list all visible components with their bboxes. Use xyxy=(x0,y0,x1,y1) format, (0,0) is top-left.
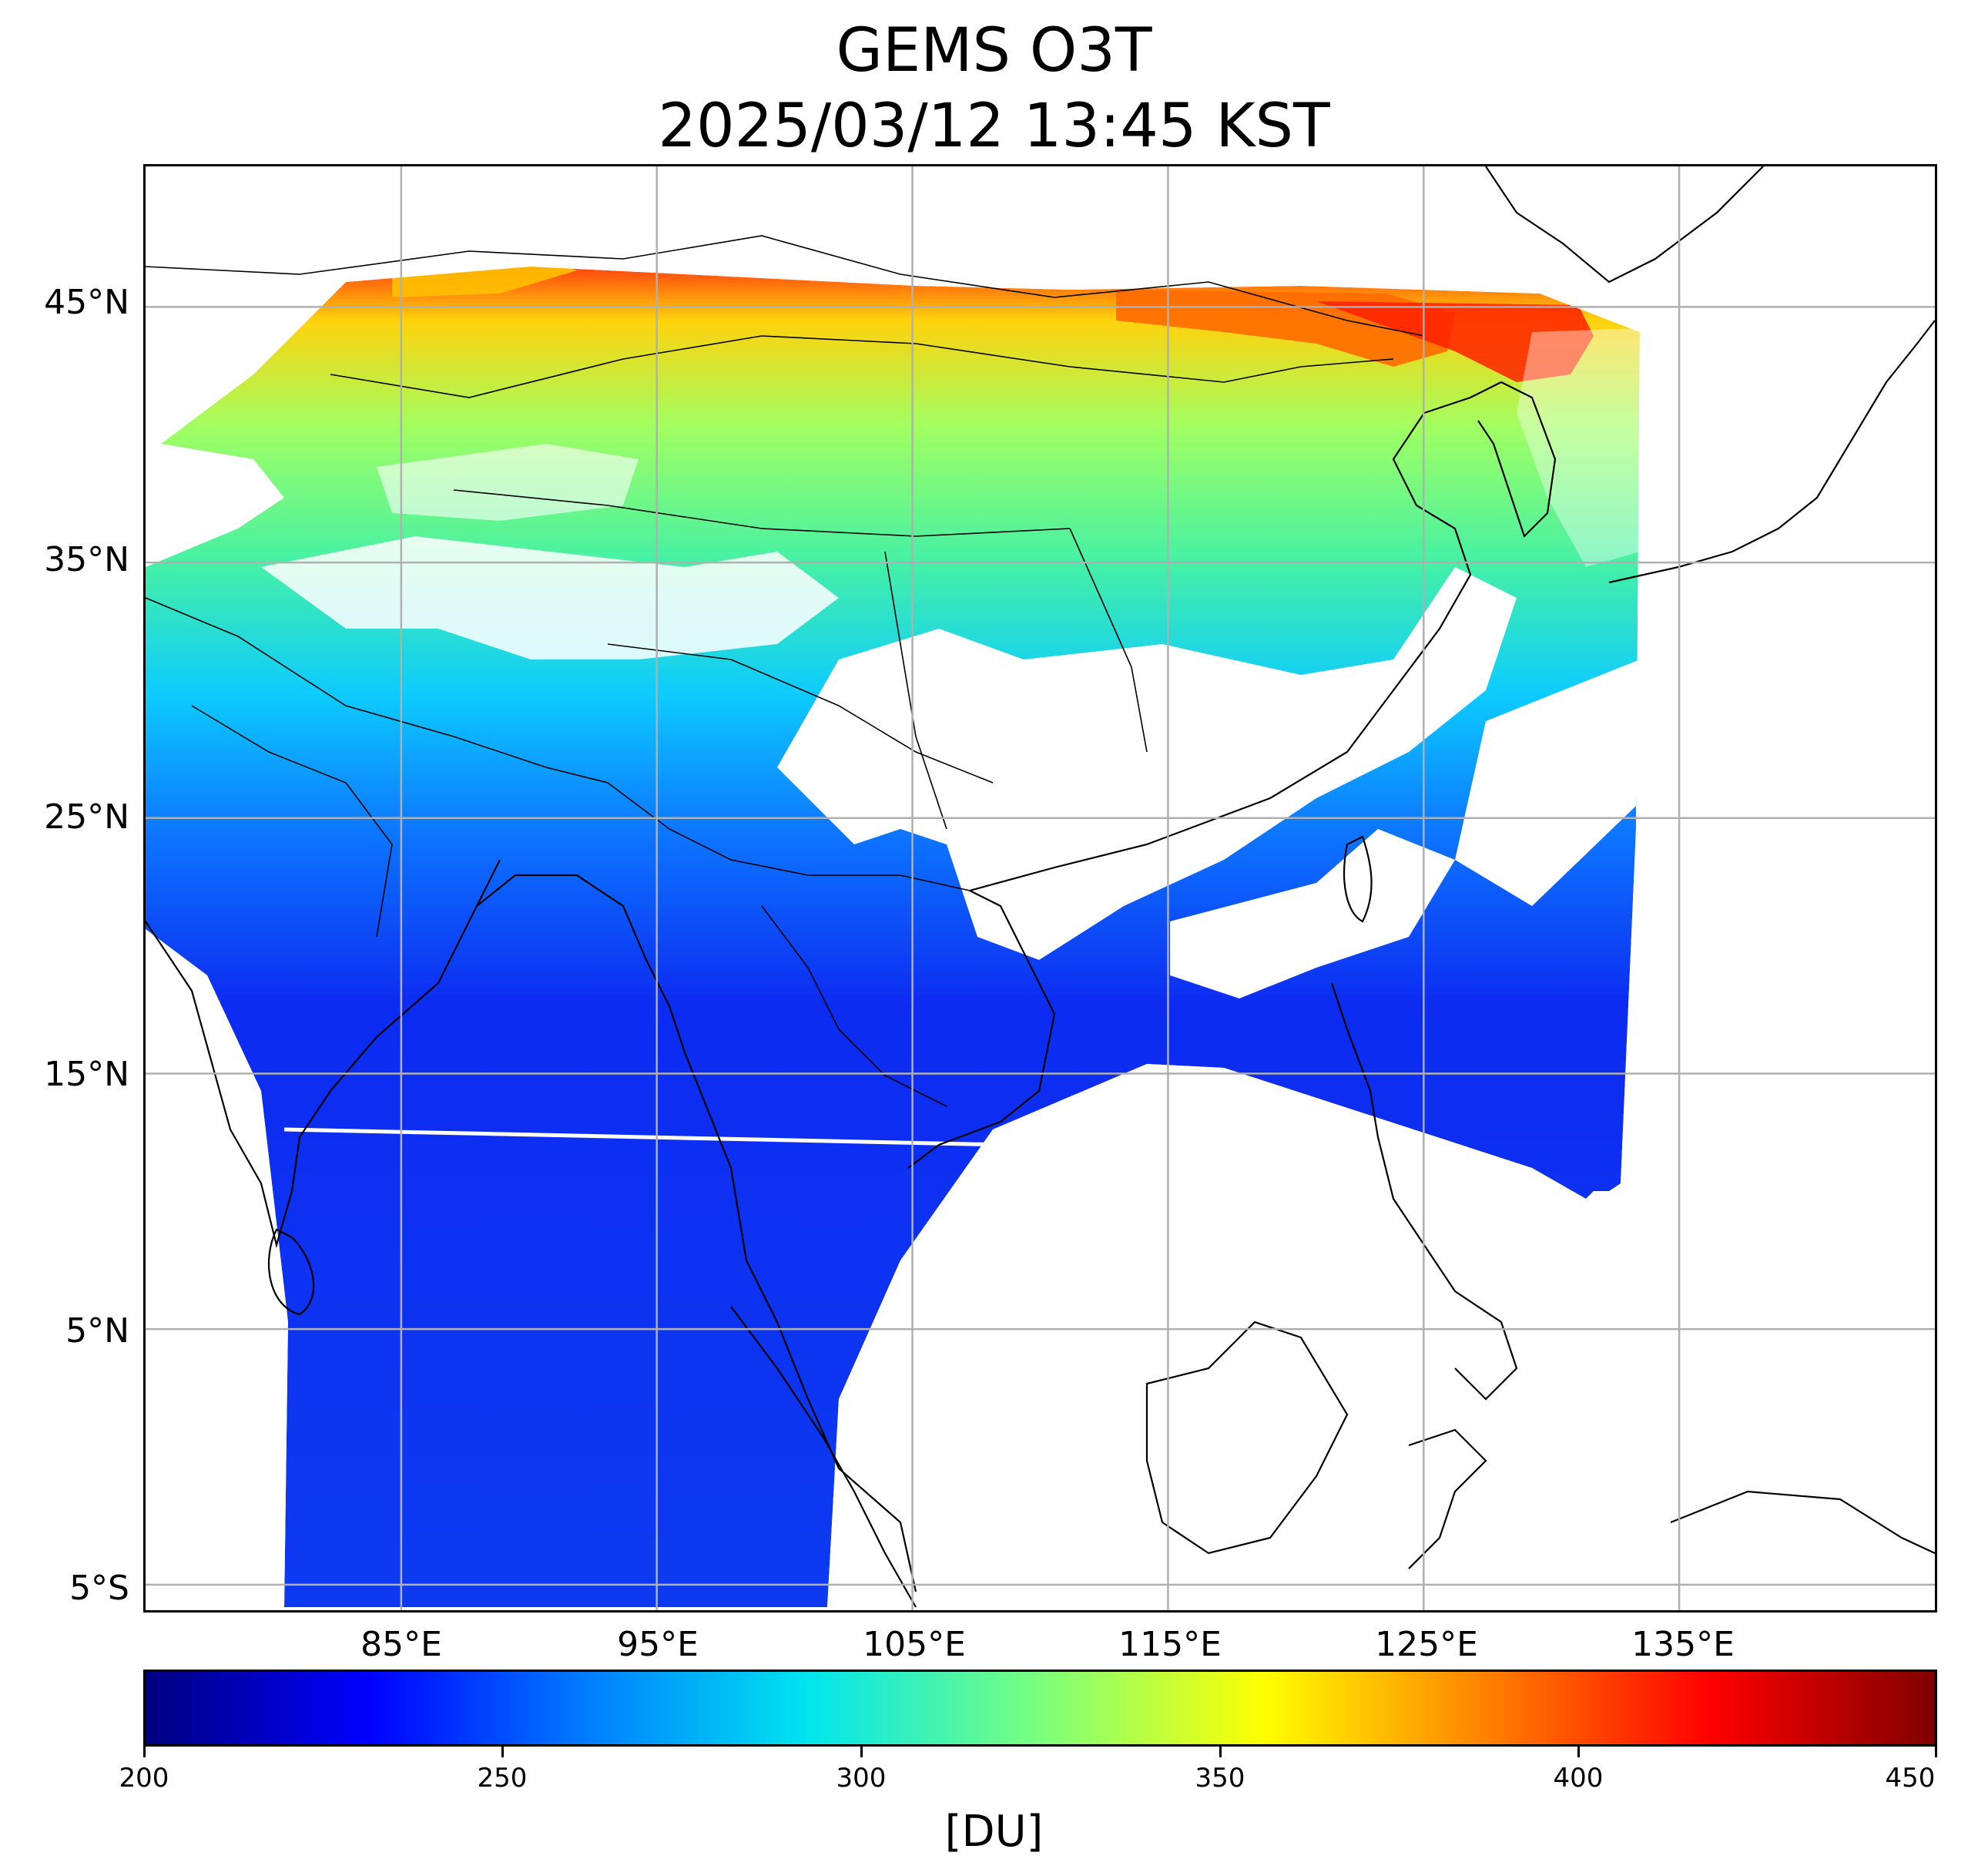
high-ozone-patch-red xyxy=(1316,301,1594,382)
coastline-new-guinea xyxy=(1670,1490,1935,1554)
coastline-bay-bengal xyxy=(476,874,686,1053)
coastline-india xyxy=(146,859,501,1249)
border-himalaya xyxy=(146,597,670,830)
colorbar-tick-300: 300 xyxy=(836,1763,887,1794)
lat-label-15n: 15°N xyxy=(44,1055,129,1094)
lat-label-5n: 5°N xyxy=(65,1311,129,1351)
border-china-sea xyxy=(669,828,971,891)
map-plot-area xyxy=(143,164,1937,1613)
colorbar-tick-mark xyxy=(143,1747,146,1757)
colorbar-tick-mark xyxy=(1577,1747,1580,1757)
border-indochina xyxy=(761,905,947,1107)
lon-label-95e: 95°E xyxy=(617,1625,699,1664)
colorbar-tick-200: 200 xyxy=(119,1763,169,1794)
coastline-srilanka xyxy=(267,1228,315,1316)
coastline-korea xyxy=(1477,381,1557,539)
cloud-region-east xyxy=(1455,659,1640,906)
colorbar-unit-label: [DU] xyxy=(944,1807,1044,1857)
colorbar-tick-mark xyxy=(1219,1747,1222,1757)
border-interior-2 xyxy=(607,643,994,784)
coastline-russia-north xyxy=(1485,166,1764,284)
colorbar-tick-350: 350 xyxy=(1195,1763,1245,1794)
cloud-region-tibet xyxy=(261,536,839,659)
border-india-interior xyxy=(191,705,393,938)
out-of-swath-north xyxy=(146,166,1640,444)
coastline-indochina xyxy=(907,890,1056,1169)
out-of-swath-west xyxy=(146,929,288,1607)
lon-label-85e: 85°E xyxy=(360,1625,442,1664)
graticule xyxy=(146,166,1935,1610)
colorbar xyxy=(143,1670,1937,1747)
cloud-masks xyxy=(146,166,1935,1607)
border-interior-3 xyxy=(884,551,947,830)
coastlines xyxy=(146,166,1935,1608)
cloud-region-south-china-sea xyxy=(1170,829,1455,998)
lon-label-125e: 125°E xyxy=(1375,1625,1478,1664)
out-of-swath-sea xyxy=(827,1064,1935,1607)
coastline-taiwan xyxy=(1343,835,1373,923)
borders xyxy=(146,235,1425,1107)
ozone-map xyxy=(146,166,1935,1610)
colorbar-tick-450: 450 xyxy=(1885,1763,1936,1794)
coastline-myanmar-thai xyxy=(683,1052,917,1592)
out-of-swath-east xyxy=(1621,166,1935,1191)
map-timestamp: 2025/03/12 13:45 KST xyxy=(658,92,1330,161)
lon-label-115e: 115°E xyxy=(1118,1625,1222,1664)
colorbar-tick-250: 250 xyxy=(477,1763,528,1794)
gap-line xyxy=(283,1127,1009,1147)
border-interior-1 xyxy=(453,489,1071,537)
cloud-region-china xyxy=(777,567,1517,960)
lon-label-105e: 105°E xyxy=(863,1625,966,1664)
cloud-region-korea-north xyxy=(1517,328,1640,567)
colorbar-tick-mark xyxy=(1935,1747,1937,1757)
colorbar-tick-mark xyxy=(501,1747,504,1757)
map-title: GEMS O3T xyxy=(836,16,1152,86)
lon-label-135e: 135°E xyxy=(1631,1625,1735,1664)
lat-label-45n: 45°N xyxy=(44,283,129,322)
border-north xyxy=(146,235,1425,337)
colorbar-tick-mark xyxy=(860,1747,863,1757)
coastline-japan xyxy=(1608,320,1935,584)
border-china-mongolia xyxy=(330,335,1394,398)
lat-label-35n: 35°N xyxy=(44,540,129,579)
coastline-sulawesi xyxy=(1408,1428,1487,1569)
coastline-sumatra xyxy=(730,1306,917,1608)
colorbar-tick-400: 400 xyxy=(1553,1763,1604,1794)
coastline-borneo xyxy=(1145,1321,1349,1555)
lat-label-25n: 25°N xyxy=(44,797,129,837)
lat-label-5s: 5°S xyxy=(69,1569,129,1608)
